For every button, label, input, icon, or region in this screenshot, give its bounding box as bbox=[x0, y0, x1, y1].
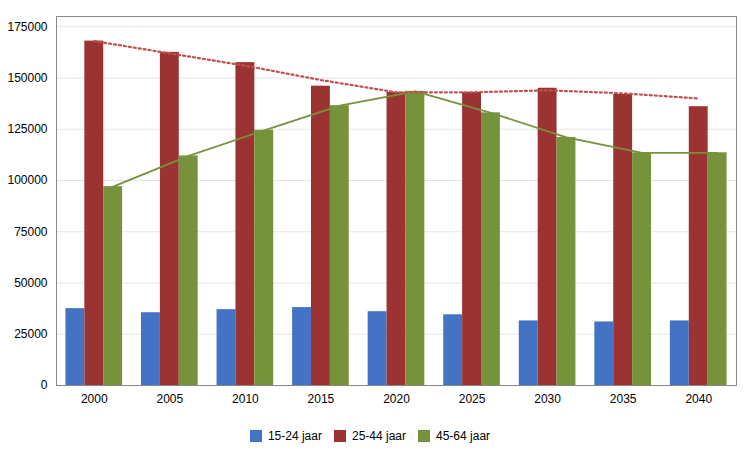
svg-text:2025: 2025 bbox=[459, 392, 486, 406]
svg-text:2015: 2015 bbox=[308, 392, 335, 406]
svg-text:150000: 150000 bbox=[7, 71, 47, 85]
svg-text:125000: 125000 bbox=[7, 122, 47, 136]
svg-text:2030: 2030 bbox=[534, 392, 561, 406]
svg-text:2020: 2020 bbox=[383, 392, 410, 406]
svg-text:0: 0 bbox=[41, 378, 48, 392]
html-text:25-44 jaar: 25-44 jaar bbox=[352, 428, 406, 443]
svg-text:2000: 2000 bbox=[81, 392, 108, 406]
svg-text:2010: 2010 bbox=[232, 392, 259, 406]
svg-text:2040: 2040 bbox=[685, 392, 712, 406]
svg-text:50000: 50000 bbox=[14, 276, 48, 290]
svg-text:75000: 75000 bbox=[14, 225, 48, 239]
html-text:15-24 jaar: 15-24 jaar bbox=[267, 428, 322, 443]
svg-text:2035: 2035 bbox=[610, 392, 637, 406]
svg-text:25000: 25000 bbox=[14, 327, 48, 341]
svg-text:100000: 100000 bbox=[7, 173, 47, 187]
svg-text:2005: 2005 bbox=[156, 392, 183, 406]
svg-text:175000: 175000 bbox=[7, 20, 47, 34]
html-text:45-64 jaar: 45-64 jaar bbox=[436, 428, 491, 443]
